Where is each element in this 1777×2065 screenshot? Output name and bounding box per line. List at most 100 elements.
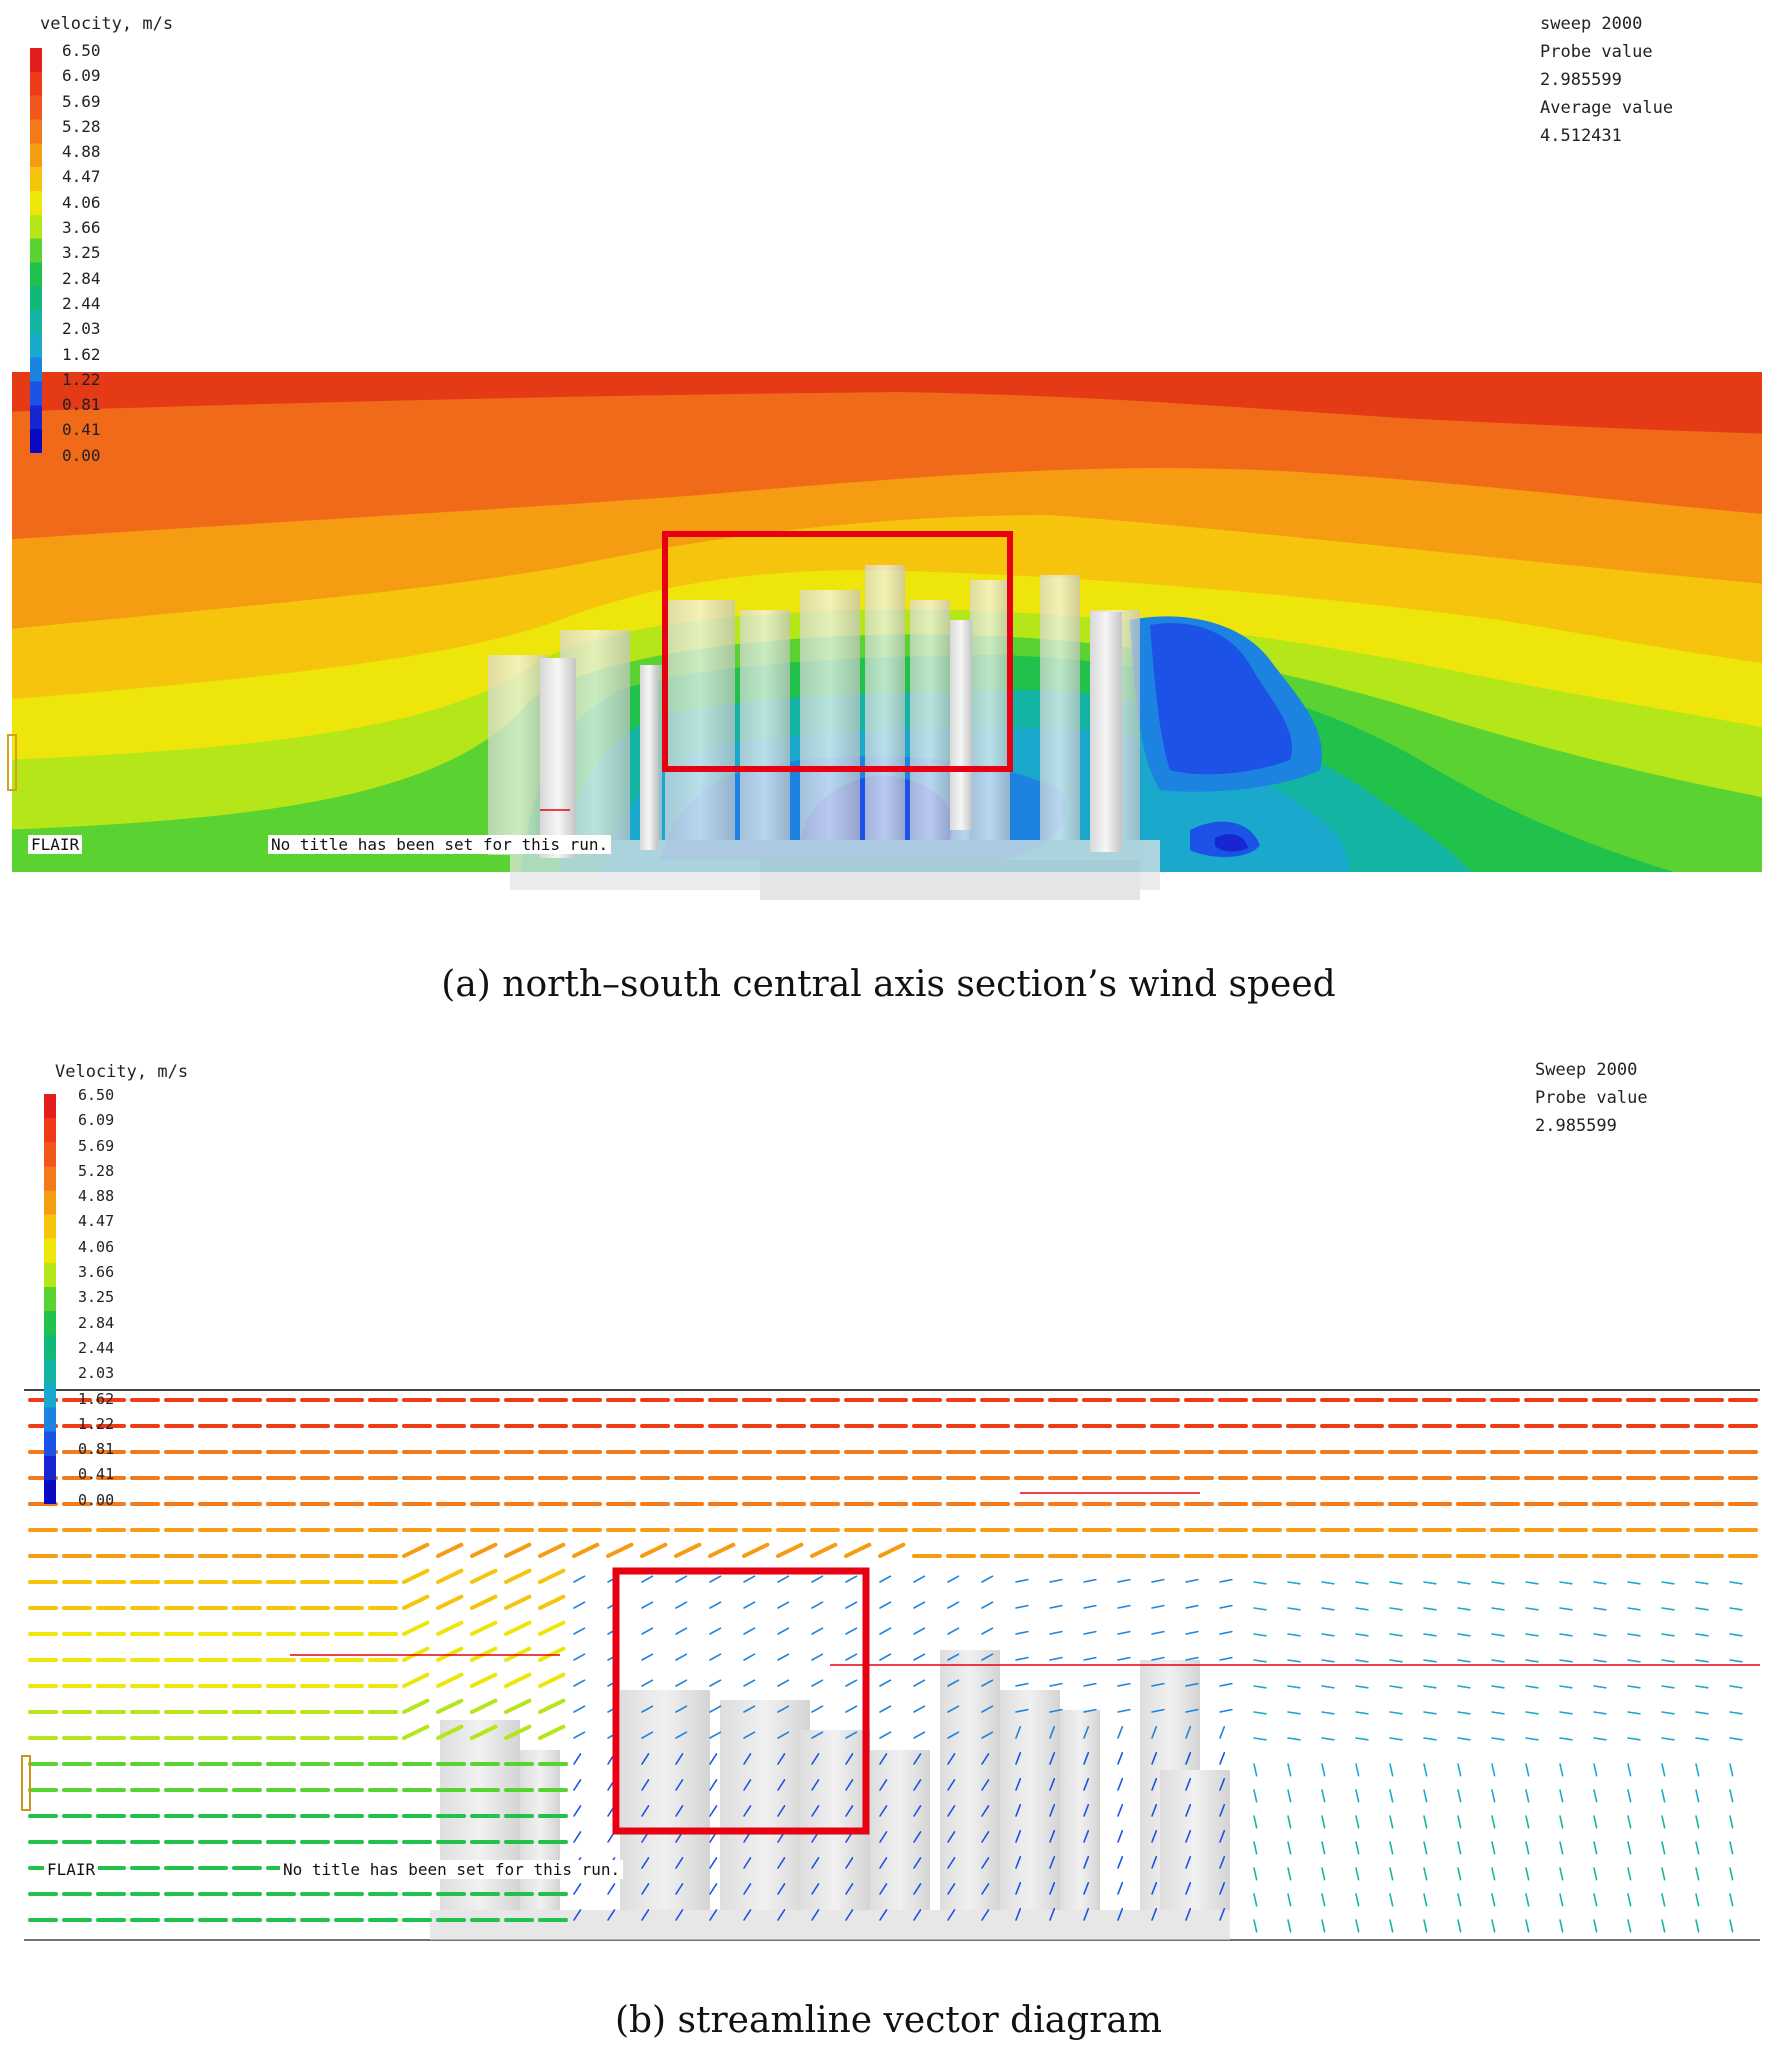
velocity-vector (743, 1679, 756, 1687)
velocity-vector (1525, 1685, 1539, 1689)
velocity-vector (947, 1753, 956, 1765)
velocity-vector (1423, 1893, 1428, 1907)
velocity-vector (1593, 1763, 1598, 1777)
velocity-vector (947, 1909, 956, 1921)
velocity-vector (947, 1831, 956, 1843)
velocity-vector (1117, 1751, 1124, 1765)
velocity-vector (1083, 1682, 1097, 1687)
velocity-vector (1389, 1893, 1394, 1907)
legend-value: 1.62 (62, 344, 101, 364)
velocity-vector (1287, 1659, 1301, 1663)
velocity-vector (1661, 1633, 1675, 1637)
velocity-vector (1049, 1708, 1063, 1713)
velocity-vector (1151, 1578, 1165, 1583)
velocity-vector (1117, 1604, 1131, 1609)
velocity-vector (743, 1653, 756, 1661)
velocity-vector (1321, 1659, 1335, 1663)
velocity-vector (1287, 1919, 1292, 1933)
velocity-vector (709, 1679, 722, 1687)
velocity-vector (1729, 1581, 1743, 1585)
velocity-vector (1219, 1803, 1226, 1817)
velocity-vector (1593, 1893, 1598, 1907)
velocity-vector (1049, 1777, 1056, 1791)
velocity-vector (1729, 1737, 1743, 1741)
velocity-vector (743, 1627, 756, 1635)
velocity-vector (1253, 1789, 1258, 1803)
velocity-vector (1559, 1711, 1573, 1715)
velocity-vector (1729, 1841, 1734, 1855)
velocity-vector (1355, 1711, 1369, 1715)
velocity-vector (1355, 1685, 1369, 1689)
velocity-vector (675, 1627, 688, 1635)
velocity-vector (777, 1575, 790, 1583)
legend-value: 4.06 (62, 192, 101, 212)
velocity-vector (1219, 1656, 1233, 1661)
velocity-vector (1389, 1607, 1403, 1611)
panel-b-streamline-vectors: Velocity, m/s 6.50 6.09 5.69 5.28 4.88 4.47 4.… (0, 1050, 1777, 1980)
sweep-label: sweep 2000 (1540, 14, 1643, 34)
average-label: Average value (1540, 98, 1674, 118)
velocity-vector (1151, 1630, 1165, 1635)
legend-value: 2.03 (62, 319, 101, 339)
velocity-vector (845, 1857, 854, 1869)
velocity-vector (1423, 1763, 1428, 1777)
velocity-vector (641, 1883, 650, 1895)
legend-value: 4.47 (62, 167, 101, 187)
velocity-vector (1219, 1855, 1226, 1869)
velocity-vector (879, 1779, 888, 1791)
velocity-vector (607, 1883, 616, 1895)
velocity-vector (1185, 1578, 1199, 1583)
velocity-vector (947, 1857, 956, 1869)
velocity-vector (947, 1679, 960, 1687)
velocity-vector (1491, 1789, 1496, 1803)
probe-value: 2.985599 (1540, 70, 1622, 90)
velocity-vector-field (28, 1398, 1758, 1933)
probe-label: Probe value (1540, 42, 1653, 62)
velocity-vector (1695, 1685, 1709, 1689)
velocity-vector (1049, 1630, 1063, 1635)
velocity-vector (1253, 1607, 1267, 1611)
velocity-vector (538, 1620, 566, 1636)
velocity-vector (1117, 1708, 1131, 1713)
velocity-vector (573, 1779, 582, 1791)
velocity-vector (1015, 1630, 1029, 1635)
velocity-vector (743, 1731, 756, 1739)
velocity-vector (1559, 1659, 1573, 1663)
velocity-vector (1083, 1855, 1090, 1869)
velocity-vector (1389, 1581, 1403, 1585)
caption-b: (b) streamline vector diagram (614, 2000, 1163, 2041)
velocity-vector (1049, 1855, 1056, 1869)
velocity-vector (1253, 1711, 1267, 1715)
solid-towers-a (540, 612, 1122, 858)
velocity-vector (1355, 1659, 1369, 1663)
velocity-vector (981, 1627, 994, 1635)
velocity-vector (1457, 1867, 1462, 1881)
velocity-vector (743, 1883, 752, 1895)
velocity-vector (1559, 1893, 1564, 1907)
velocity-vector (1253, 1867, 1258, 1881)
velocity-vector (573, 1705, 586, 1713)
velocity-vector (436, 1620, 464, 1636)
legend-value: 3.25 (78, 1288, 115, 1307)
velocity-vector (1151, 1751, 1158, 1765)
velocity-vector (1151, 1656, 1165, 1661)
velocity-vector (1423, 1685, 1437, 1689)
probe-label: Probe value (1535, 1088, 1648, 1108)
velocity-vector (777, 1805, 786, 1817)
velocity-vector (641, 1779, 650, 1791)
velocity-vector (1695, 1919, 1700, 1933)
velocity-vector (1355, 1789, 1360, 1803)
flair-tag: FLAIR (28, 835, 83, 854)
velocity-vector (981, 1831, 990, 1843)
legend-value: 5.69 (78, 1136, 115, 1155)
legend-value: 2.44 (78, 1338, 115, 1357)
velocity-vector (878, 1542, 906, 1558)
velocity-vector (1729, 1685, 1743, 1689)
velocity-vector (1491, 1919, 1496, 1933)
velocity-vector (913, 1779, 922, 1791)
velocity-vector (674, 1542, 702, 1558)
velocity-vector (1559, 1763, 1564, 1777)
velocity-vector (538, 1724, 566, 1740)
velocity-vector (1457, 1893, 1462, 1907)
velocity-vector (811, 1857, 820, 1869)
